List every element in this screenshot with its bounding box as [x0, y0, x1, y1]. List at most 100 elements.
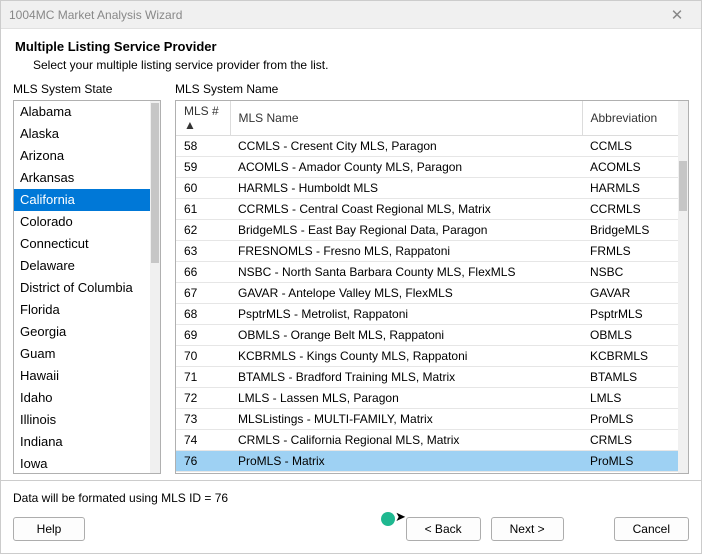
table-row[interactable]: 58CCMLS - Cresent City MLS, ParagonCCMLS: [176, 136, 678, 157]
cell-abbr: NSBC: [582, 262, 678, 283]
table-row[interactable]: 59ACOMLS - Amador County MLS, ParagonACO…: [176, 157, 678, 178]
cell-abbr: PsptrMLS: [582, 304, 678, 325]
state-item[interactable]: Arkansas: [14, 167, 150, 189]
cell-abbr: OBMLS: [582, 325, 678, 346]
cell-name: HARMLS - Humboldt MLS: [230, 178, 582, 199]
back-button[interactable]: < Back: [406, 517, 481, 541]
table-row[interactable]: 63FRESNOMLS - Fresno MLS, RappatoniFRMLS: [176, 241, 678, 262]
state-item[interactable]: Delaware: [14, 255, 150, 277]
wizard-window: 1004MC Market Analysis Wizard ✕ Multiple…: [0, 0, 702, 554]
table-row[interactable]: 68PsptrMLS - Metrolist, RappatoniPsptrML…: [176, 304, 678, 325]
cell-name: Realist - Realist, ProMLS Listings Regio…: [230, 472, 582, 474]
state-column: MLS System State AlabamaAlaskaArizonaArk…: [13, 82, 161, 474]
cell-num: 66: [176, 262, 230, 283]
col-header-num[interactable]: MLS # ▲: [176, 101, 230, 136]
state-item[interactable]: District of Columbia: [14, 277, 150, 299]
cell-abbr: CCMLS: [582, 136, 678, 157]
cell-abbr: BridgeMLS: [582, 220, 678, 241]
cell-abbr: ProMLS: [582, 409, 678, 430]
state-item[interactable]: Hawaii: [14, 365, 150, 387]
cell-abbr: CRMLS: [582, 430, 678, 451]
table-row[interactable]: 60HARMLS - Humboldt MLSHARMLS: [176, 178, 678, 199]
state-item[interactable]: Alabama: [14, 101, 150, 123]
cell-abbr: Realist: [582, 472, 678, 474]
table-row[interactable]: 69OBMLS - Orange Belt MLS, RappatoniOBML…: [176, 325, 678, 346]
cell-num: 67: [176, 283, 230, 304]
state-item[interactable]: Connecticut: [14, 233, 150, 255]
cell-abbr: BTAMLS: [582, 367, 678, 388]
table-row[interactable]: 61CCRMLS - Central Coast Regional MLS, M…: [176, 199, 678, 220]
table-row[interactable]: 77Realist - Realist, ProMLS Listings Reg…: [176, 472, 678, 474]
state-scrollthumb[interactable]: [151, 103, 159, 263]
col-header-abbr[interactable]: Abbreviation: [582, 101, 678, 136]
state-item[interactable]: Florida: [14, 299, 150, 321]
cell-abbr: CCRMLS: [582, 199, 678, 220]
mls-table-label: MLS System Name: [175, 82, 689, 96]
state-item[interactable]: Guam: [14, 343, 150, 365]
mls-scrollthumb[interactable]: [679, 161, 687, 211]
state-list-label: MLS System State: [13, 82, 161, 96]
state-item[interactable]: Georgia: [14, 321, 150, 343]
table-row[interactable]: 72LMLS - Lassen MLS, ParagonLMLS: [176, 388, 678, 409]
state-item[interactable]: Arizona: [14, 145, 150, 167]
state-item[interactable]: California: [14, 189, 150, 211]
cell-name: LMLS - Lassen MLS, Paragon: [230, 388, 582, 409]
cell-name: CCRMLS - Central Coast Regional MLS, Mat…: [230, 199, 582, 220]
cell-abbr: FRMLS: [582, 241, 678, 262]
cell-name: ACOMLS - Amador County MLS, Paragon: [230, 157, 582, 178]
cell-num: 59: [176, 157, 230, 178]
table-row[interactable]: 73MLSListings - MULTI-FAMILY, MatrixProM…: [176, 409, 678, 430]
state-item[interactable]: Iowa: [14, 453, 150, 473]
page-subtitle: Select your multiple listing service pro…: [15, 58, 687, 72]
page-title: Multiple Listing Service Provider: [15, 39, 687, 54]
state-scrollbar[interactable]: [150, 101, 160, 473]
close-icon[interactable]: ✕: [661, 6, 693, 24]
status-text: Data will be formated using MLS ID = 76: [13, 489, 689, 517]
cell-abbr: ProMLS: [582, 451, 678, 472]
cell-num: 60: [176, 178, 230, 199]
cell-num: 63: [176, 241, 230, 262]
next-button[interactable]: Next >: [491, 517, 564, 541]
help-button[interactable]: Help: [13, 517, 85, 541]
state-item[interactable]: Indiana: [14, 431, 150, 453]
cell-name: PsptrMLS - Metrolist, Rappatoni: [230, 304, 582, 325]
state-listbox[interactable]: AlabamaAlaskaArizonaArkansasCaliforniaCo…: [13, 100, 161, 474]
state-item[interactable]: Alaska: [14, 123, 150, 145]
state-item[interactable]: Colorado: [14, 211, 150, 233]
cell-name: ProMLS - Matrix: [230, 451, 582, 472]
table-row[interactable]: 71BTAMLS - Bradford Training MLS, Matrix…: [176, 367, 678, 388]
cell-name: KCBRMLS - Kings County MLS, Rappatoni: [230, 346, 582, 367]
table-row[interactable]: 67GAVAR - Antelope Valley MLS, FlexMLSGA…: [176, 283, 678, 304]
cell-num: 77: [176, 472, 230, 474]
button-row: Help < Back Next > Cancel: [13, 517, 689, 541]
window-title: 1004MC Market Analysis Wizard: [9, 8, 661, 22]
state-item[interactable]: Idaho: [14, 387, 150, 409]
cell-num: 69: [176, 325, 230, 346]
mls-table: MLS # ▲ MLS Name Abbreviation 58CCMLS - …: [176, 101, 678, 473]
mls-scrollbar[interactable]: [678, 101, 688, 473]
cell-abbr: ACOMLS: [582, 157, 678, 178]
cell-abbr: GAVAR: [582, 283, 678, 304]
cell-num: 73: [176, 409, 230, 430]
cancel-button[interactable]: Cancel: [614, 517, 689, 541]
content-area: MLS System State AlabamaAlaskaArizonaArk…: [1, 82, 701, 480]
table-row[interactable]: 74CRMLS - California Regional MLS, Matri…: [176, 430, 678, 451]
table-row[interactable]: 70KCBRMLS - Kings County MLS, RappatoniK…: [176, 346, 678, 367]
footer: Data will be formated using MLS ID = 76 …: [1, 480, 701, 553]
table-row[interactable]: 76ProMLS - MatrixProMLS: [176, 451, 678, 472]
cell-num: 58: [176, 136, 230, 157]
cell-name: BridgeMLS - East Bay Regional Data, Para…: [230, 220, 582, 241]
cell-abbr: KCBRMLS: [582, 346, 678, 367]
cell-num: 61: [176, 199, 230, 220]
cell-num: 71: [176, 367, 230, 388]
cell-name: GAVAR - Antelope Valley MLS, FlexMLS: [230, 283, 582, 304]
state-item[interactable]: Illinois: [14, 409, 150, 431]
header-block: Multiple Listing Service Provider Select…: [1, 29, 701, 82]
table-row[interactable]: 66NSBC - North Santa Barbara County MLS,…: [176, 262, 678, 283]
cell-abbr: LMLS: [582, 388, 678, 409]
col-header-name[interactable]: MLS Name: [230, 101, 582, 136]
cell-name: FRESNOMLS - Fresno MLS, Rappatoni: [230, 241, 582, 262]
table-row[interactable]: 62BridgeMLS - East Bay Regional Data, Pa…: [176, 220, 678, 241]
cell-name: CCMLS - Cresent City MLS, Paragon: [230, 136, 582, 157]
cell-num: 72: [176, 388, 230, 409]
